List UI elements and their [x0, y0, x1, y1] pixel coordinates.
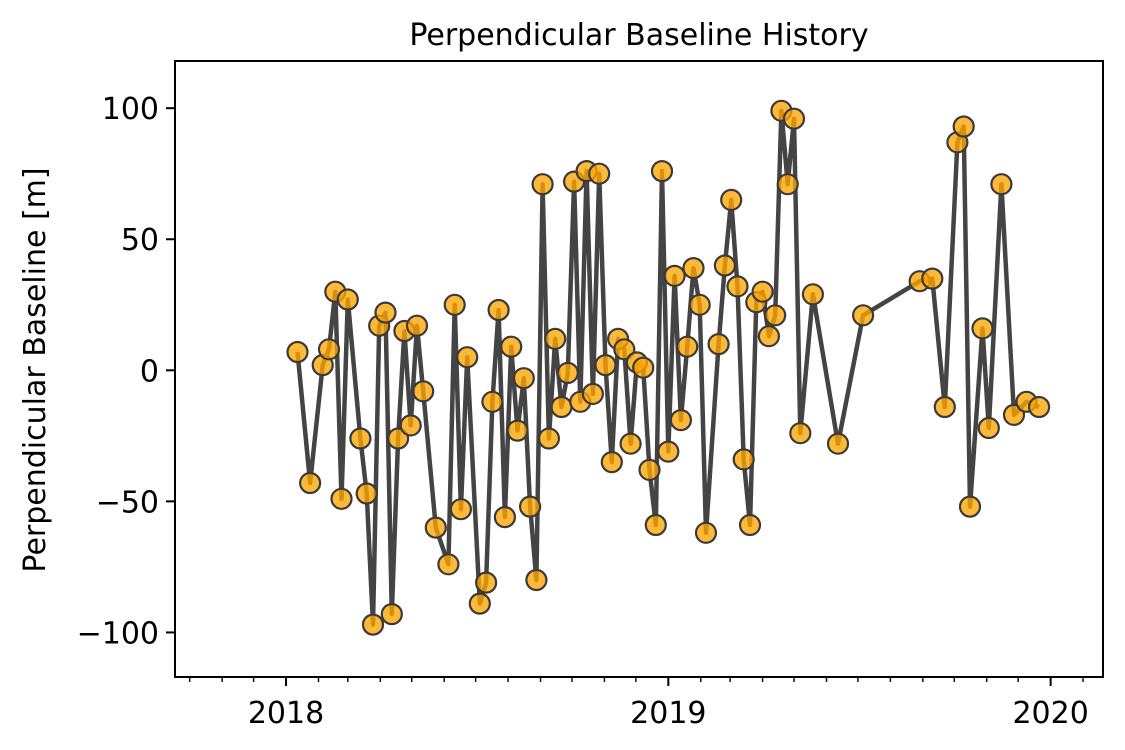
data-point [550, 395, 573, 419]
x-axis-ticks: 2018 2019 2020 [188, 677, 1089, 731]
data-point [525, 568, 548, 592]
data-point [933, 395, 956, 419]
data-point [732, 448, 755, 471]
data-point [299, 471, 322, 495]
data-point [456, 346, 479, 369]
y-tick-label: −50 [96, 485, 159, 520]
data-point [556, 361, 579, 384]
data-point [330, 487, 353, 510]
data-point [757, 325, 781, 348]
data-point [361, 613, 385, 636]
x-tick-label: 2019 [630, 696, 706, 731]
chart-title: Perpendicular Baseline History [409, 18, 868, 53]
data-point [688, 293, 711, 316]
y-axis-ticks: −100 −50 0 50 100 [77, 92, 175, 651]
data-point [694, 521, 718, 544]
data-point [801, 283, 825, 306]
x-tick-label: 2018 [248, 696, 324, 731]
data-point [764, 304, 787, 327]
data-point [443, 293, 466, 316]
data-point [613, 338, 636, 361]
data-point [506, 419, 529, 442]
data-point [380, 602, 403, 626]
data-point [776, 173, 799, 196]
data-point [437, 553, 460, 576]
y-axis-label: Perpendicular Baseline [m] [18, 167, 53, 572]
data-point [952, 115, 975, 138]
data-point [531, 173, 554, 196]
data-point [588, 162, 611, 185]
data-point [399, 414, 422, 437]
data-point [921, 267, 944, 290]
series-line [295, 108, 1040, 627]
y-tick-label: 0 [140, 354, 159, 389]
data-point [726, 275, 749, 298]
data-point [632, 356, 655, 379]
data-point [493, 505, 516, 529]
data-point [286, 340, 309, 364]
data-point [789, 422, 812, 445]
data-point [990, 173, 1013, 196]
data-point [449, 498, 472, 521]
data-point [537, 427, 561, 450]
y-tick-label: −100 [77, 616, 159, 651]
data-point [500, 335, 523, 358]
data-point [317, 338, 341, 361]
data-point [669, 409, 693, 432]
data-point [650, 160, 674, 183]
data-point [468, 592, 491, 615]
data-point [424, 516, 447, 539]
data-point [638, 458, 661, 481]
data-point [581, 382, 605, 405]
data-point [387, 427, 410, 450]
data-point [977, 416, 1000, 440]
data-point [782, 107, 806, 130]
data-point [600, 451, 623, 474]
data-point [751, 280, 774, 303]
data-point [349, 427, 372, 450]
y-tick-label: 100 [102, 92, 159, 127]
data-point [594, 354, 617, 377]
x-tick-label: 2020 [1012, 696, 1088, 731]
data-point [405, 314, 429, 337]
data-point [657, 440, 680, 463]
data-point [826, 432, 850, 455]
data-point [1027, 395, 1051, 419]
plot-frame [174, 60, 1104, 678]
data-point [713, 254, 737, 277]
data-point [374, 301, 397, 324]
data-point [971, 317, 994, 340]
data-point [738, 513, 762, 537]
data-point [475, 571, 498, 594]
data-point [481, 390, 504, 413]
data-point [851, 304, 875, 327]
data-point [682, 257, 705, 280]
data-point [544, 327, 567, 350]
data-point [336, 288, 359, 311]
data-point [676, 335, 699, 358]
data-point [707, 333, 730, 356]
data-point [663, 264, 686, 287]
data-point [512, 367, 535, 390]
data-point [355, 482, 378, 505]
plot-area [286, 99, 1051, 636]
data-point [644, 513, 667, 537]
data-point [720, 188, 743, 211]
data-point [518, 495, 542, 518]
data-point [487, 298, 510, 322]
data-point [412, 380, 435, 403]
data-point [958, 495, 982, 518]
data-point [619, 432, 642, 455]
y-tick-label: 50 [121, 223, 159, 258]
